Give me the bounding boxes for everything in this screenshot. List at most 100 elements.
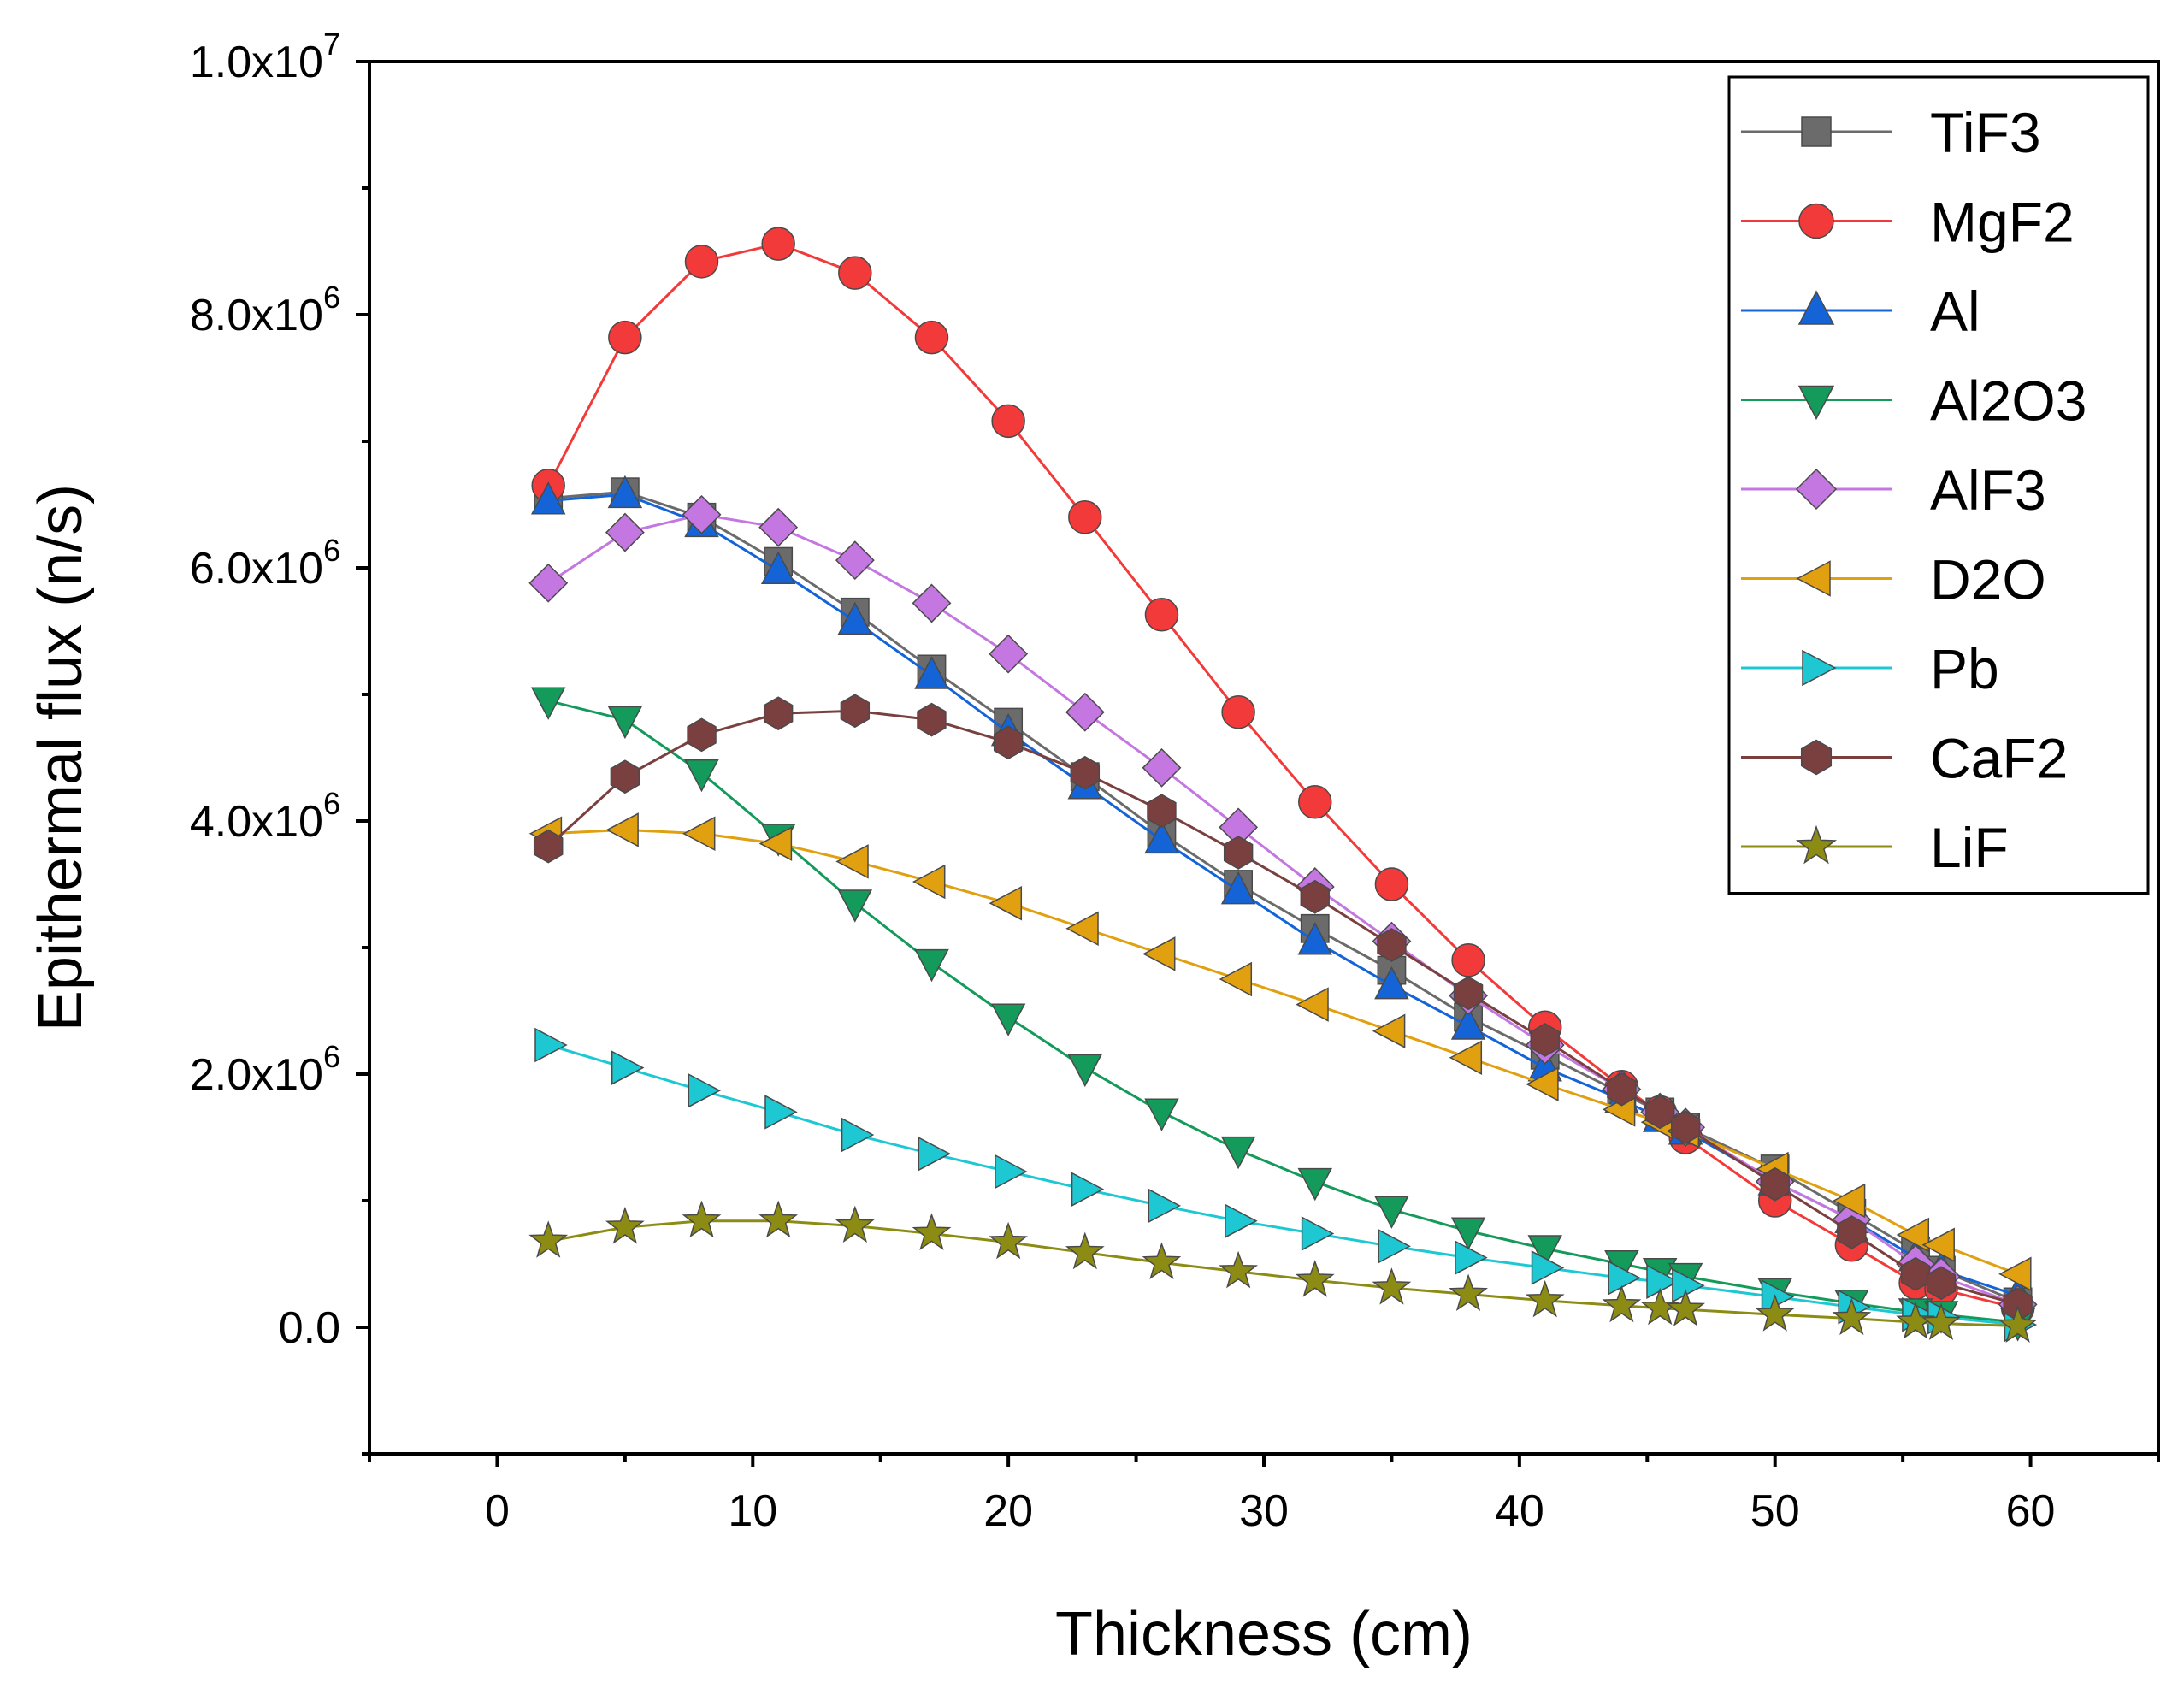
data-point-al2o3 — [1297, 1167, 1333, 1202]
data-point-d2o — [1065, 911, 1099, 947]
data-point-d2o — [1921, 1227, 1955, 1263]
legend-label-mgf2: MgF2 — [1930, 191, 2075, 254]
data-point-alf3 — [605, 512, 645, 552]
data-point-caf2 — [840, 694, 871, 729]
data-point-al2o3 — [1067, 1054, 1103, 1088]
legend-label-al: Al — [1930, 280, 1980, 343]
data-point-alf3 — [682, 494, 722, 534]
data-point-lif — [1602, 1284, 1642, 1323]
data-point-alf3 — [1065, 692, 1105, 732]
data-point-pb — [1531, 1250, 1565, 1285]
data-point-al2o3 — [914, 948, 949, 983]
data-point-lif — [682, 1200, 722, 1238]
legend-marker-pb — [1802, 649, 1837, 687]
data-point-al2o3 — [684, 759, 719, 793]
data-point-lif — [1921, 1302, 1961, 1340]
data-point-lif — [912, 1213, 952, 1251]
data-point-al — [837, 601, 873, 635]
data-point-d2o — [1372, 1013, 1406, 1048]
data-point-caf2 — [687, 717, 717, 753]
legend-entry-mgf2: MgF2 — [1741, 191, 2075, 254]
data-point-d2o — [989, 885, 1023, 921]
x-tick-label: 30 — [1239, 1486, 1289, 1536]
x-tick-label: 10 — [728, 1486, 777, 1536]
series-line-pb — [547, 1043, 2018, 1326]
data-point-lif — [1896, 1301, 1936, 1339]
data-point-alf3 — [1142, 747, 1182, 788]
data-point-al2o3 — [1220, 1136, 1256, 1170]
legend-marker-tif3 — [1801, 116, 1832, 147]
legend-marker-al2o3 — [1797, 385, 1835, 421]
legend-entry-caf2: CaF2 — [1741, 727, 2068, 790]
series-caf2 — [533, 694, 2033, 1322]
series-line-mgf2 — [546, 242, 2018, 1310]
legend-marker-al — [1797, 290, 1835, 325]
data-point-caf2 — [1223, 836, 1254, 870]
data-point-pb — [534, 1027, 568, 1063]
data-point-lif — [1372, 1267, 1412, 1305]
data-point-d2o — [758, 826, 793, 861]
legend-label-tif3: TiF3 — [1930, 101, 2041, 164]
data-point-al2o3 — [1144, 1098, 1179, 1131]
y-tick-label: 2.0x106 — [190, 1039, 340, 1100]
legend: TiF3 MgF2 Al Al2O3 AlF3 D2O Pb CaF2 LiF — [1727, 75, 2150, 895]
data-point-lif — [758, 1200, 799, 1238]
data-point-al2o3 — [837, 889, 873, 923]
data-point-al — [1450, 1007, 1486, 1040]
data-point-lif — [1219, 1250, 1259, 1289]
data-point-lif — [1449, 1273, 1489, 1311]
data-point-d2o — [1449, 1040, 1483, 1076]
series-d2o — [528, 812, 2032, 1292]
data-point-pb — [1608, 1261, 1641, 1296]
x-axis-title: Thickness (cm) — [1055, 1600, 1473, 1668]
data-point-d2o — [1296, 987, 1329, 1022]
data-point-lif — [1295, 1260, 1335, 1297]
data-point-mgf2 — [838, 256, 872, 290]
legend-entry-al2o3: Al2O3 — [1741, 369, 2087, 433]
data-point-d2o — [1998, 1256, 2032, 1292]
legend-label-al2o3: Al2O3 — [1930, 369, 2087, 433]
data-point-pb — [611, 1050, 645, 1085]
data-point-d2o — [1142, 936, 1176, 971]
legend-entry-tif3: TiF3 — [1741, 101, 2041, 164]
data-point-pb — [1378, 1229, 1411, 1264]
series-line-lif — [547, 1219, 2018, 1327]
legend-entry-lif: LiF — [1741, 816, 2009, 879]
data-point-mgf2 — [1374, 867, 1409, 901]
data-point-d2o — [1896, 1217, 1930, 1253]
data-point-mgf2 — [684, 245, 719, 279]
data-point-pb — [1071, 1172, 1105, 1207]
data-point-d2o — [835, 844, 869, 879]
x-tick-label: 0 — [485, 1486, 510, 1536]
data-point-al — [760, 551, 796, 584]
data-point-mgf2 — [991, 404, 1025, 439]
legend-label-pb: Pb — [1930, 637, 1999, 700]
data-point-alf3 — [835, 540, 875, 581]
series-line-tif3 — [548, 490, 2019, 1303]
data-point-mgf2 — [1451, 943, 1485, 977]
legend-entry-pb: Pb — [1741, 637, 1999, 700]
series-line-caf2 — [547, 709, 2019, 1306]
data-point-al2o3 — [1527, 1235, 1562, 1268]
data-point-mgf2 — [1221, 694, 1255, 729]
data-point-caf2 — [1926, 1266, 1957, 1301]
data-point-al2o3 — [1450, 1217, 1486, 1251]
data-point-mgf2 — [914, 320, 949, 355]
data-point-caf2 — [1670, 1110, 1701, 1145]
data-point-d2o — [1832, 1183, 1866, 1219]
data-point-lif — [1998, 1305, 2038, 1343]
data-point-pb — [1148, 1188, 1182, 1224]
data-point-caf2 — [1147, 794, 1177, 829]
legend-label-caf2: CaF2 — [1930, 727, 2068, 790]
data-point-caf2 — [917, 702, 947, 737]
legend-marker-alf3 — [1795, 468, 1838, 511]
data-point-al — [1220, 871, 1256, 905]
data-point-al — [914, 656, 949, 689]
data-point-caf2 — [610, 759, 640, 794]
data-point-pb — [688, 1072, 722, 1108]
data-point-caf2 — [763, 696, 794, 731]
axis-layer: 0 10 20 30 40 50 60 0.0 2.0x106 4.0x106 6.0x106 8.0… — [190, 27, 2160, 1536]
data-point-lif — [1142, 1242, 1182, 1279]
data-point-al2o3 — [1374, 1196, 1409, 1229]
